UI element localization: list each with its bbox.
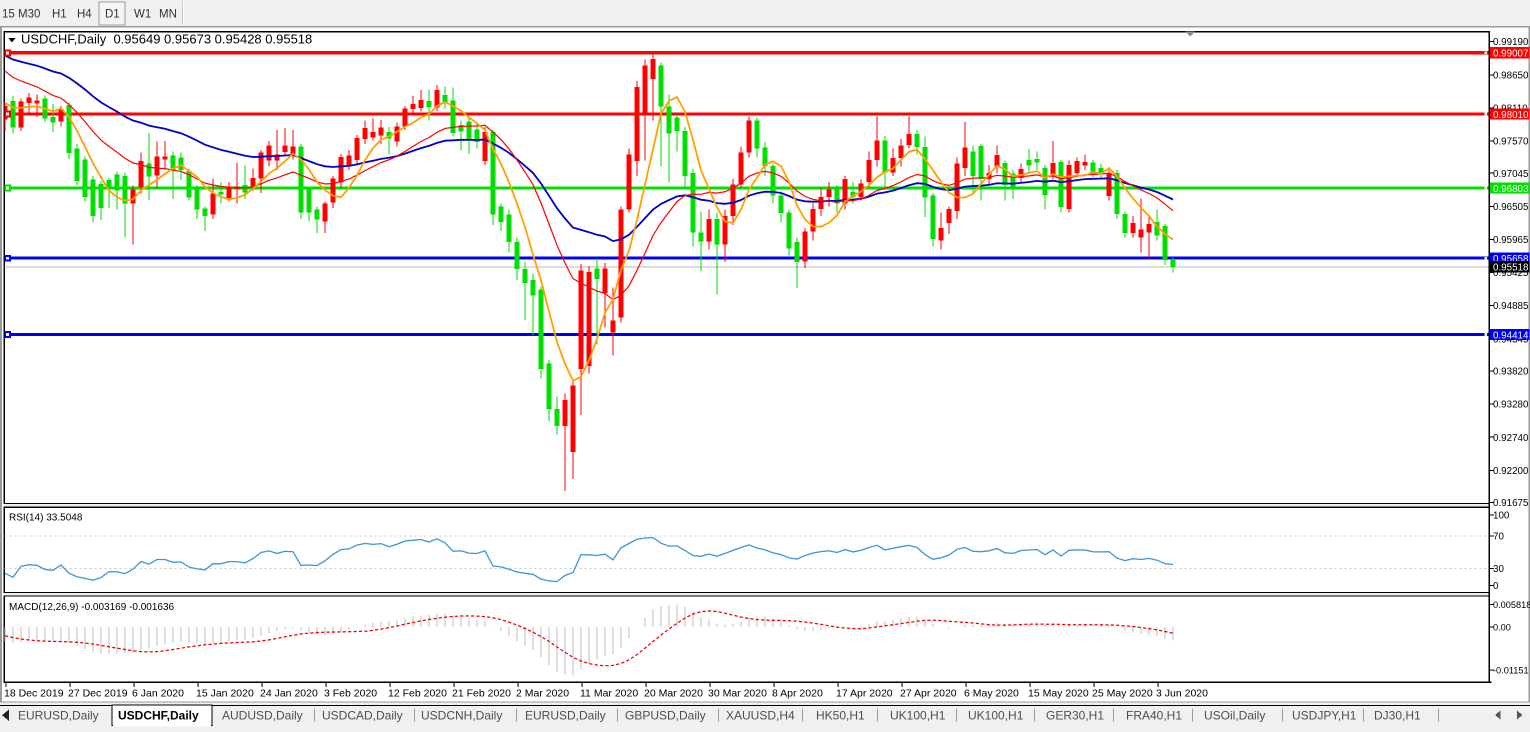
svg-text:UK100,H1: UK100,H1 (968, 709, 1024, 723)
svg-text:0.96505: 0.96505 (1493, 202, 1529, 213)
svg-text:100: 100 (1493, 510, 1510, 521)
svg-text:70: 70 (1493, 532, 1504, 543)
svg-text:2 Mar 2020: 2 Mar 2020 (516, 688, 569, 700)
svg-text:MACD(12,26,9) -0.003169 -0.001: MACD(12,26,9) -0.003169 -0.001636 (9, 602, 175, 613)
svg-text:0: 0 (1493, 581, 1499, 592)
svg-text:12 Feb 2020: 12 Feb 2020 (388, 688, 447, 700)
svg-text:GBPUSD,Daily: GBPUSD,Daily (625, 709, 706, 723)
svg-text:XAUUSD,H4: XAUUSD,H4 (726, 709, 795, 723)
svg-text:W1: W1 (134, 9, 151, 21)
svg-text:0.91675: 0.91675 (1493, 498, 1529, 509)
svg-text:6 May 2020: 6 May 2020 (964, 688, 1019, 700)
svg-text:27 Apr 2020: 27 Apr 2020 (900, 688, 957, 700)
svg-text:0.92740: 0.92740 (1493, 433, 1529, 444)
svg-text:0.97045: 0.97045 (1493, 169, 1529, 180)
svg-text:0.93820: 0.93820 (1493, 367, 1529, 378)
svg-text:0.96803: 0.96803 (1493, 184, 1529, 195)
svg-text:FRA40,H1: FRA40,H1 (1126, 709, 1182, 723)
svg-text:HK50,H1: HK50,H1 (816, 709, 865, 723)
svg-text:0.99190: 0.99190 (1493, 37, 1529, 48)
svg-text:0.92200: 0.92200 (1493, 466, 1529, 477)
svg-text:-0.01151: -0.01151 (1493, 666, 1529, 676)
svg-text:15 Jan 2020: 15 Jan 2020 (196, 688, 254, 700)
svg-text:30: 30 (1493, 564, 1504, 575)
svg-text:H4: H4 (77, 9, 92, 21)
svg-text:USDCHF,Daily 0.95649 0.95673: USDCHF,Daily 0.95649 0.95673 0.95428 0.9… (21, 32, 312, 47)
svg-text:UK100,H1: UK100,H1 (890, 709, 946, 723)
svg-text:11 Mar 2020: 11 Mar 2020 (580, 688, 638, 700)
svg-text:H1: H1 (52, 9, 67, 21)
svg-text:USDCAD,Daily: USDCAD,Daily (322, 709, 403, 723)
svg-text:0.95658: 0.95658 (1493, 254, 1529, 265)
svg-text:6 Jan 2020: 6 Jan 2020 (132, 688, 184, 700)
svg-text:3 Jun 2020: 3 Jun 2020 (1156, 688, 1208, 700)
svg-text:USOil,Daily: USOil,Daily (1204, 709, 1265, 723)
svg-text:18 Dec 2019: 18 Dec 2019 (4, 688, 64, 700)
svg-text:0.95425: 0.95425 (1493, 268, 1529, 279)
svg-text:24 Jan 2020: 24 Jan 2020 (260, 688, 318, 700)
svg-text:DJ30,H1: DJ30,H1 (1374, 709, 1421, 723)
svg-text:AUDUSD,Daily: AUDUSD,Daily (222, 709, 303, 723)
svg-text:0.94414: 0.94414 (1493, 330, 1529, 341)
svg-text:15: 15 (2, 9, 15, 21)
svg-text:D1: D1 (105, 9, 120, 21)
svg-text:0.94885: 0.94885 (1493, 301, 1529, 312)
svg-text:27 Dec 2019: 27 Dec 2019 (68, 688, 128, 700)
svg-text:15 May 2020: 15 May 2020 (1028, 688, 1089, 700)
svg-text:M30: M30 (18, 9, 40, 21)
svg-text:0.95965: 0.95965 (1493, 235, 1529, 246)
svg-text:EURUSD,Daily: EURUSD,Daily (18, 709, 99, 723)
svg-text:USDCHF,Daily: USDCHF,Daily (118, 709, 199, 723)
svg-text:0.00: 0.00 (1493, 623, 1511, 633)
svg-text:0.97570: 0.97570 (1493, 137, 1529, 148)
svg-text:0.005818: 0.005818 (1493, 600, 1530, 610)
svg-text:0.99007: 0.99007 (1493, 49, 1528, 60)
svg-text:RSI(14) 33.5048: RSI(14) 33.5048 (9, 513, 83, 524)
svg-text:25 May 2020: 25 May 2020 (1092, 688, 1153, 700)
svg-text:21 Feb 2020: 21 Feb 2020 (452, 688, 511, 700)
svg-text:3 Feb 2020: 3 Feb 2020 (324, 688, 377, 700)
svg-text:0.93280: 0.93280 (1493, 400, 1529, 411)
svg-text:17 Apr 2020: 17 Apr 2020 (836, 688, 893, 700)
svg-text:USDCNH,Daily: USDCNH,Daily (421, 709, 502, 723)
svg-text:USDJPY,H1: USDJPY,H1 (1292, 709, 1357, 723)
svg-text:20 Mar 2020: 20 Mar 2020 (644, 688, 703, 700)
svg-text:0.98010: 0.98010 (1493, 110, 1529, 121)
svg-text:MN: MN (159, 9, 177, 21)
svg-text:GER30,H1: GER30,H1 (1046, 709, 1104, 723)
svg-text:0.95518: 0.95518 (1493, 263, 1529, 274)
svg-text:30 Mar 2020: 30 Mar 2020 (708, 688, 767, 700)
svg-text:0.98650: 0.98650 (1493, 70, 1529, 81)
svg-text:8 Apr 2020: 8 Apr 2020 (772, 688, 823, 700)
svg-text:EURUSD,Daily: EURUSD,Daily (525, 709, 606, 723)
